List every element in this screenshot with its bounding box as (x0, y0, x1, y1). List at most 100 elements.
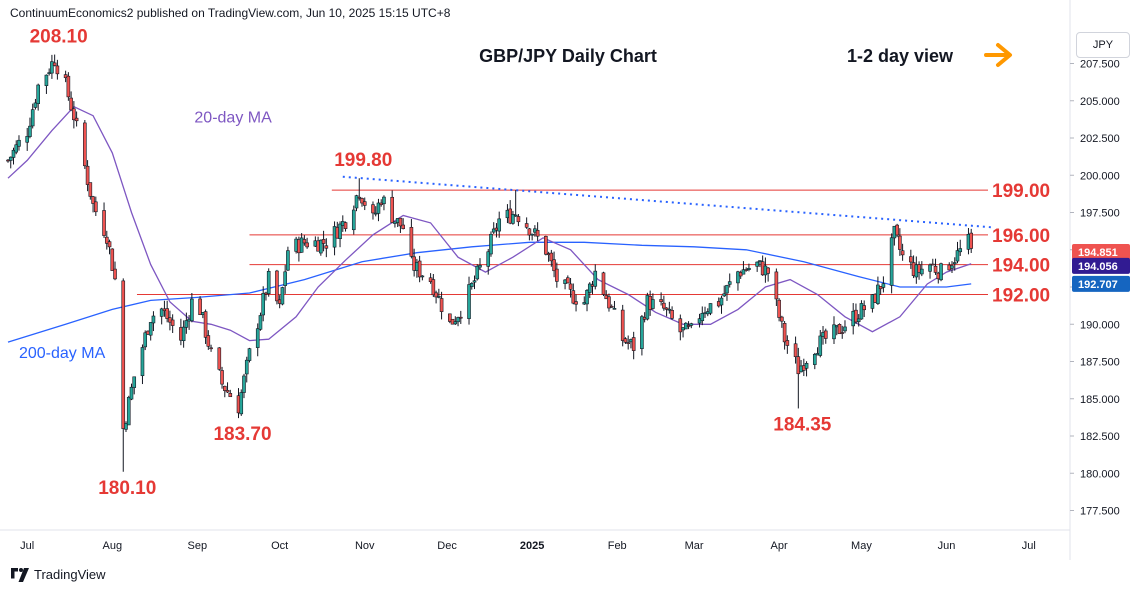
y-axis[interactable]: 207.500205.000202.500200.000197.500195.0… (1070, 59, 1120, 518)
candle-body (475, 265, 480, 280)
candle-body (736, 271, 740, 284)
x-tick-label: Mar (685, 540, 704, 552)
candle-body (220, 370, 224, 385)
candle-body (928, 264, 932, 272)
candle-body (513, 214, 518, 217)
candle-body (351, 209, 356, 231)
candle-body (275, 270, 279, 302)
candle-body (659, 299, 663, 303)
candle-body (854, 309, 858, 323)
candle-body (909, 256, 913, 263)
candle-body (209, 347, 213, 350)
candle-body (527, 228, 532, 236)
candle-body (247, 348, 252, 361)
extreme-price-label: 199.80 (334, 150, 392, 171)
candle-body (664, 307, 669, 310)
y-tick-label: 202.500 (1080, 133, 1120, 145)
candle-body (917, 264, 921, 273)
candle-body (28, 125, 32, 137)
candle-body (524, 223, 529, 228)
ma200-line (7, 241, 972, 343)
candle-body (555, 268, 559, 282)
candle-body (952, 262, 957, 265)
candle-body (544, 235, 548, 255)
candle-body (33, 102, 38, 108)
currency-button[interactable]: JPY (1076, 32, 1130, 58)
candle-body (420, 275, 425, 278)
candle-body (217, 347, 222, 370)
candle-body (722, 293, 727, 297)
candle-body (898, 235, 902, 250)
x-tick-label: Jul (20, 540, 34, 552)
x-tick-label: Aug (102, 540, 122, 552)
candle-body (266, 270, 271, 295)
candle-body (744, 269, 748, 271)
candle-body (261, 293, 266, 316)
candle-body (338, 223, 342, 240)
chart-titles: GBP/JPY Daily Chart 1-2 day view (479, 43, 1012, 67)
candle-body (780, 316, 784, 322)
candle-body (434, 292, 438, 298)
candle-body (170, 319, 175, 326)
candle-body (574, 301, 578, 305)
candle-body (626, 342, 630, 344)
candle-body (255, 328, 260, 348)
ma200-price-tag-label: 192.707 (1078, 279, 1118, 291)
candle-body (876, 284, 880, 304)
candle-body (319, 239, 323, 254)
candle-body (486, 251, 491, 267)
ma200-price-tag (1072, 275, 1130, 292)
candle-body (587, 283, 592, 293)
candle-body (360, 198, 364, 204)
candle-body (725, 285, 729, 294)
y-tick-label: 207.500 (1080, 59, 1120, 71)
candle-body (727, 281, 732, 285)
ma20-price-tag (1072, 257, 1130, 274)
candle-body (609, 306, 614, 308)
candle-body (862, 305, 866, 311)
candle-body (417, 260, 422, 278)
price-tags: 194.851 194.056 192.707 (1072, 243, 1130, 292)
candle-body (203, 311, 208, 338)
candle-body (840, 332, 845, 334)
candle-body (228, 393, 233, 398)
candle-body (856, 318, 861, 322)
extreme-price-label: 180.10 (98, 478, 156, 499)
candle-body (719, 297, 724, 306)
candle-body (286, 250, 290, 271)
footer-brand[interactable]: TradingView (10, 567, 106, 582)
publisher-header: ContinuumEconomics2 published on Trading… (10, 6, 451, 20)
x-tick-label: May (851, 540, 872, 552)
candle-body (371, 204, 375, 214)
y-tick-label: 197.500 (1080, 208, 1120, 220)
ma20-price-tag-label: 194.056 (1078, 261, 1118, 273)
candle-body (889, 237, 894, 286)
candle-body (571, 290, 576, 304)
candle-body (678, 318, 683, 333)
x-axis[interactable]: Jul Aug Sep Oct Nov Dec 2025 Feb Mar Apr May Jun Jul (20, 540, 1036, 552)
candle-body (299, 237, 304, 253)
candle-body (448, 313, 452, 322)
candle-body (620, 309, 625, 341)
candle-body (804, 363, 809, 369)
candle-body (640, 316, 644, 349)
footer-brand-label: TradingView (34, 567, 106, 582)
candle-body (900, 250, 905, 256)
resistance-trendline (342, 175, 994, 229)
x-tick-label: Dec (437, 540, 457, 552)
extreme-price-label: 208.10 (30, 27, 88, 48)
x-tick-label: 2025 (520, 540, 544, 552)
ma200-line-group (7, 241, 972, 343)
candle-body (895, 224, 899, 236)
candle-body (920, 268, 924, 275)
candle-body (206, 335, 211, 347)
candle-body (283, 271, 287, 286)
x-tick-label: Nov (355, 540, 375, 552)
candle-body (601, 272, 606, 295)
candle-body (159, 308, 164, 317)
candle-body (302, 239, 307, 244)
candle-body (357, 196, 362, 199)
candle-body (72, 108, 76, 121)
x-tick-label: Jun (938, 540, 956, 552)
candle-body (774, 271, 779, 300)
